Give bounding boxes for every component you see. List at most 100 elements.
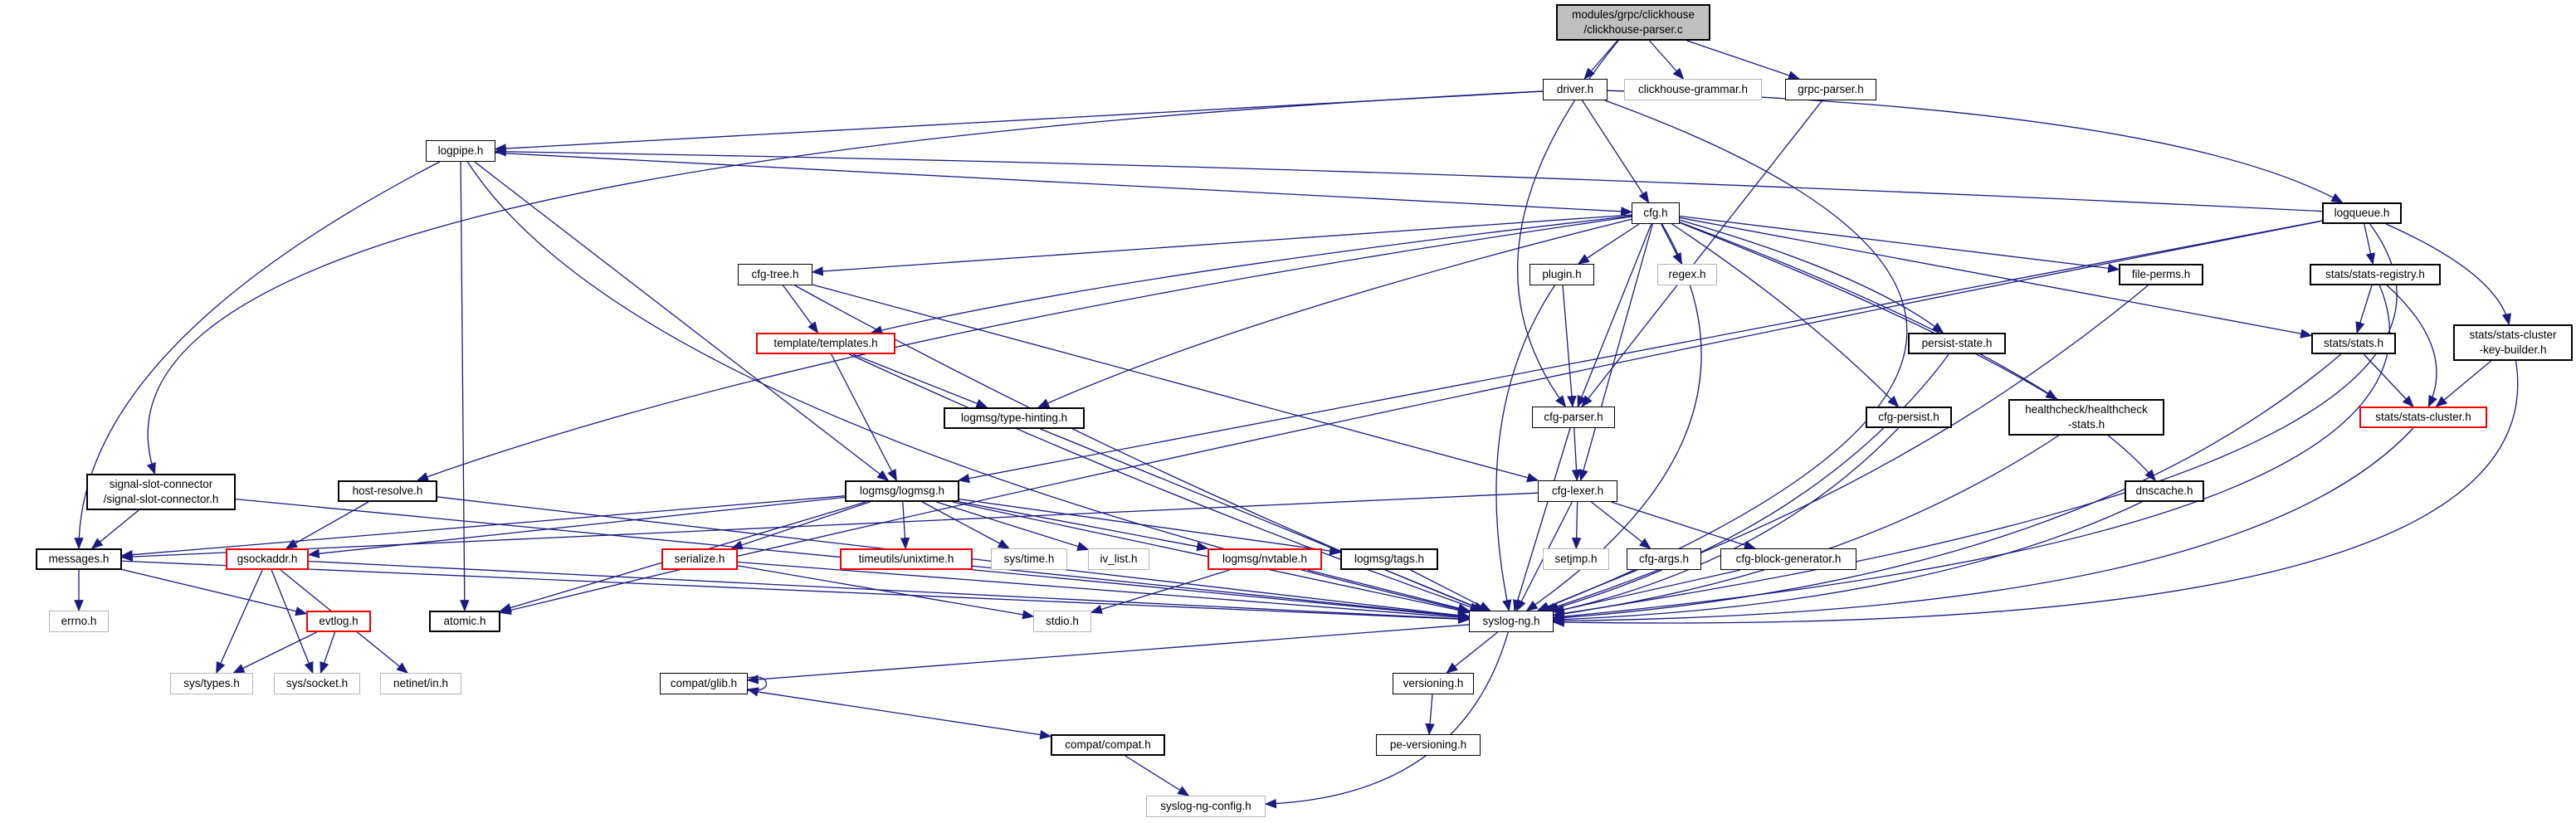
graph-node-unixtime[interactable]: timeutils/unixtime.h bbox=[840, 548, 973, 570]
graph-node-evtlog[interactable]: evtlog.h bbox=[306, 611, 371, 632]
include-edge bbox=[747, 689, 1052, 740]
graph-node-logpipe[interactable]: logpipe.h bbox=[426, 140, 495, 162]
graph-node-dnscache[interactable]: dnscache.h bbox=[2125, 480, 2204, 502]
graph-node-label: syslog-ng.h bbox=[1482, 615, 1540, 627]
graph-node-driver[interactable]: driver.h bbox=[1543, 79, 1608, 100]
graph-node-regex: regex.h bbox=[1657, 264, 1717, 285]
graph-node-systime: sys/time.h bbox=[991, 548, 1067, 570]
graph-node-statscluster[interactable]: stats/stats-cluster.h bbox=[2359, 407, 2487, 428]
graph-node-keybuilder[interactable]: stats/stats-cluster -key-builder.h bbox=[2453, 324, 2573, 361]
graph-node-syslogng[interactable]: syslog-ng.h bbox=[1469, 611, 1554, 632]
graph-node-persist[interactable]: persist-state.h bbox=[1908, 333, 2006, 354]
include-edge bbox=[146, 90, 1544, 475]
graph-node-label: logmsg/tags.h bbox=[1354, 553, 1425, 565]
graph-node-messages[interactable]: messages.h bbox=[36, 548, 122, 570]
graph-node-label: sys/time.h bbox=[1003, 553, 1055, 565]
graph-node-statsreg[interactable]: stats/stats-registry.h bbox=[2310, 264, 2441, 285]
graph-node-hostresolve[interactable]: host-resolve.h bbox=[338, 480, 437, 502]
include-edge bbox=[936, 501, 1090, 551]
include-edge bbox=[1495, 285, 1555, 612]
graph-node-cfgargs[interactable]: cfg-args.h bbox=[1627, 548, 1701, 570]
graph-node-label: host-resolve.h bbox=[352, 485, 423, 497]
graph-node-label: logqueue.h bbox=[2334, 207, 2390, 219]
include-edge bbox=[460, 161, 470, 612]
graph-node-logqueue[interactable]: logqueue.h bbox=[2322, 202, 2402, 224]
graph-node-label: template/templates.h bbox=[773, 337, 878, 349]
graph-node-cfgtree[interactable]: cfg-tree.h bbox=[738, 264, 812, 285]
graph-node-ssc[interactable]: signal-slot-connector/signal-slot-connec… bbox=[86, 474, 236, 510]
graph-node-atomic[interactable]: atomic.h bbox=[429, 611, 500, 632]
graph-node-compatglib[interactable]: compat/glib.h bbox=[660, 673, 748, 694]
graph-node-label: sys/socket.h bbox=[285, 677, 349, 689]
graph-node-statsh[interactable]: stats/stats.h bbox=[2311, 333, 2396, 354]
include-edge bbox=[1307, 569, 1471, 613]
include-edge bbox=[2385, 223, 2512, 326]
graph-node-cfgblockgen[interactable]: cfg-block-generator.h bbox=[1720, 548, 1856, 570]
include-edge bbox=[232, 631, 317, 674]
graph-node-label: stats/stats-cluster bbox=[2469, 329, 2557, 341]
include-edge bbox=[1577, 223, 1640, 265]
include-edge bbox=[1679, 217, 2313, 338]
include-edge bbox=[783, 285, 819, 334]
include-edge bbox=[1537, 100, 1908, 611]
graph-node-label: stats/stats-cluster.h bbox=[2375, 411, 2471, 423]
graph-node-label: logmsg/type-hinting.h bbox=[960, 412, 1068, 424]
graph-node-gsockaddr[interactable]: gsockaddr.h bbox=[226, 548, 309, 570]
include-edge bbox=[2435, 360, 2492, 407]
graph-node-peversioning[interactable]: pe-versioning.h bbox=[1376, 734, 1481, 756]
graph-node-label: plugin.h bbox=[1542, 268, 1582, 280]
graph-node-cfgparser[interactable]: cfg-parser.h bbox=[1532, 407, 1615, 428]
include-edge bbox=[1686, 40, 1801, 80]
include-edge bbox=[121, 560, 1471, 624]
graph-node-label: healthcheck/healthcheck bbox=[2025, 403, 2148, 416]
graph-node-health[interactable]: healthcheck/healthcheck -stats.h bbox=[2008, 399, 2164, 436]
include-edge bbox=[1552, 427, 1899, 615]
graph-node-label: file-perms.h bbox=[2131, 268, 2191, 280]
include-edge bbox=[852, 353, 988, 408]
graph-node-label: driver.h bbox=[1556, 83, 1594, 95]
include-edge bbox=[900, 501, 910, 550]
include-edge bbox=[1671, 223, 1900, 408]
graph-node-typehint[interactable]: logmsg/type-hinting.h bbox=[944, 407, 1085, 429]
include-edge bbox=[849, 353, 1482, 612]
include-edge bbox=[1040, 428, 1486, 611]
graph-node-ivlist: iv_list.h bbox=[1088, 548, 1149, 570]
include-edge bbox=[121, 568, 308, 616]
graph-node-cfgpersist[interactable]: cfg-persist.h bbox=[1866, 407, 1952, 428]
graph-node-label: -stats.h bbox=[2067, 418, 2105, 431]
include-edge bbox=[1513, 427, 1571, 612]
graph-node-compatcompat[interactable]: compat/compat.h bbox=[1051, 734, 1165, 756]
graph-node-label: syslog-ng-config.h bbox=[1160, 800, 1251, 812]
graph-node-cfglexer[interactable]: cfg-lexer.h bbox=[1538, 480, 1617, 502]
include-edge bbox=[1581, 100, 1650, 204]
graph-node-cfg[interactable]: cfg.h bbox=[1632, 202, 1680, 224]
include-edge bbox=[1552, 285, 2391, 621]
graph-node-nvtable[interactable]: logmsg/nvtable.h bbox=[1208, 548, 1322, 570]
include-edge bbox=[1649, 40, 1685, 80]
graph-node-serialize[interactable]: serialize.h bbox=[661, 548, 738, 570]
include-edge bbox=[1562, 285, 1577, 408]
graph-node-templates[interactable]: template/templates.h bbox=[756, 333, 895, 354]
include-edge bbox=[730, 501, 871, 550]
include-edge bbox=[416, 216, 1632, 482]
graph-node-label: cfg-parser.h bbox=[1544, 411, 1603, 423]
graph-node-label: signal-slot-connector bbox=[109, 478, 213, 490]
include-edge bbox=[812, 284, 1539, 483]
include-edge bbox=[1552, 427, 2414, 626]
graph-node-label: messages.h bbox=[48, 553, 110, 565]
graph-node-fileperms[interactable]: file-perms.h bbox=[2119, 264, 2203, 285]
graph-node-grpc[interactable]: grpc-parser.h bbox=[1785, 79, 1876, 100]
include-edge bbox=[1552, 360, 2519, 627]
graph-node-plugin[interactable]: plugin.h bbox=[1530, 264, 1594, 285]
graph-node-label: versioning.h bbox=[1403, 677, 1464, 689]
graph-node-versioning[interactable]: versioning.h bbox=[1393, 673, 1474, 694]
include-edge bbox=[1552, 501, 2143, 625]
graph-node-tags[interactable]: logmsg/tags.h bbox=[1340, 548, 1438, 570]
include-edge bbox=[494, 147, 2323, 212]
graph-node-label: persist-state.h bbox=[1921, 337, 1993, 349]
include-edge bbox=[1264, 631, 1509, 809]
graph-node-label: cfg-args.h bbox=[1638, 553, 1690, 565]
graph-node-label: /clickhouse-parser.c bbox=[1583, 23, 1683, 36]
graph-node-logmsg[interactable]: logmsg/logmsg.h bbox=[845, 480, 959, 502]
